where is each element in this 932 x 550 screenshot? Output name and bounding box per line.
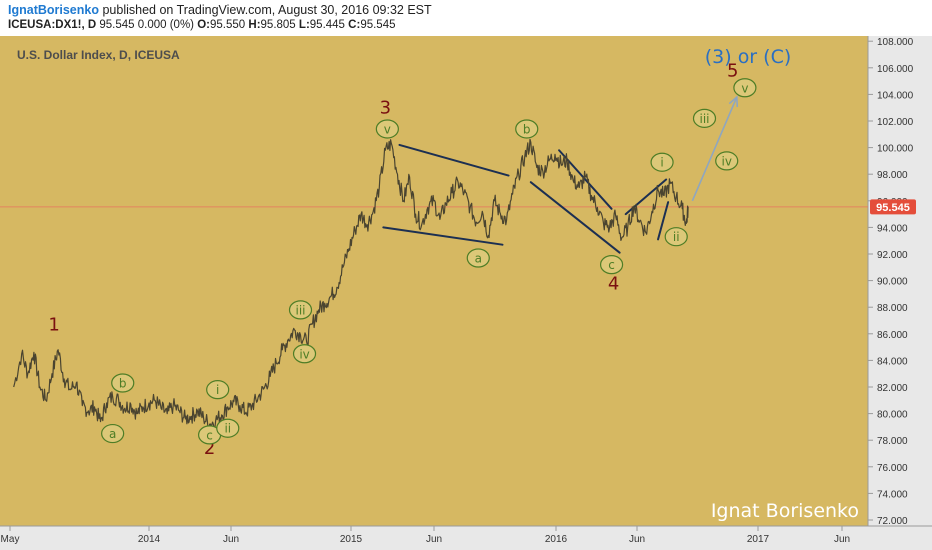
trend-line [382,226,504,246]
price-axis-panel [868,36,932,526]
wave-label-minor-text: a [475,251,482,265]
wave-label-major: 1 [48,314,59,335]
price-tick-label: 104.000 [877,90,914,101]
wave-label-major: 2 [204,438,215,459]
symbol-line: ICEUSA:DX1!, D 95.545 0.000 (0%) O:95.55… [8,19,396,31]
watermark: Ignat Borisenko [711,500,859,522]
time-tick-label: Jun [426,534,442,545]
price-tick-label: 72.000 [877,516,908,527]
wave-label-minor-circle [292,344,317,364]
wave-label-minor-text: i [216,383,219,397]
time-tick-label: Jun [834,534,850,545]
wave-label-minor-circle [288,300,313,320]
price-chart[interactable]: 72.000 74.000 76.000 78.000 80.000 82.000 84.0… [0,36,932,550]
projection-arrow [691,95,739,202]
wave-label-major: 5 [727,60,738,81]
symbol: ICEUSA:DX1!, D [8,19,97,31]
wave-label-minor-circle [216,418,240,438]
price-tick-label: 74.000 [877,489,908,500]
price-tick-label: 102.000 [877,117,914,128]
last-price-badge-text: 95.545 [876,202,910,214]
wave-label-minor-text: b [119,377,127,391]
trend-line [558,149,613,210]
wave-label-minor-circle [599,255,624,275]
chart-background [0,36,932,550]
time-tick-label: 2015 [340,534,363,545]
wave-label-minor-text: a [109,427,116,441]
wave-label-minor-text: c [608,258,615,272]
chart-title: U.S. Dollar Index, D, ICEUSA [17,48,180,62]
wave-label-minor-circle [375,119,399,139]
wave-label-minor-text: ii [673,230,680,244]
price-tick-label: 80.000 [877,410,908,421]
wave-label-minor-circle [101,423,125,444]
price-tick-label: 82.000 [877,383,908,394]
time-tick-label: 2016 [545,534,568,545]
price-tick-label: 90.000 [877,277,908,288]
publish-line: IgnatBorisenko published on TradingView.… [8,3,432,17]
wave-label-minor-text: b [523,122,531,136]
close-value: 95.545 [360,19,396,31]
price-tick-label: 100.000 [877,144,914,155]
price-tick-label: 94.000 [877,223,908,234]
projection-arrow-shaft [691,96,738,202]
wave-label-minor-text: ii [224,422,231,436]
last-price: 95.545 0.000 (0%) [99,19,195,31]
price-tick-label: 98.000 [877,170,908,181]
low-value: 95.445 [309,19,345,31]
published-text: published on TradingView.com, August 30,… [99,3,432,17]
wave-label-minor-circle [692,108,717,128]
wave-label-minor-circle [715,151,739,171]
wave-label-minor-text: i [660,156,663,170]
author-link[interactable]: IgnatBorisenko [8,3,99,17]
wave-label-minor-circle [111,373,135,393]
projection-arrowhead [728,95,739,108]
time-tick-label: Jun [223,534,239,545]
price-tick-label: 78.000 [877,436,908,447]
trend-line [657,201,670,241]
price-tick-label: 88.000 [877,303,908,314]
wave-label-minor-circle [733,78,757,98]
trend-line [529,181,621,254]
wave-label-minor-text: iv [299,347,309,361]
wave-label-major: 3 [380,98,391,119]
wave-label-minor-circle [466,248,490,268]
time-tick-label: 2017 [747,534,770,545]
wave-label-minor-text: v [384,122,391,136]
wave-label-minor-text: c [206,428,213,442]
last-price-badge [870,199,916,215]
price-tick-label: 84.000 [877,356,908,367]
wave-label-minor-circle [515,119,539,139]
wave-label-minor-circle [664,227,688,247]
wave-label-minor-text: iv [722,154,732,168]
time-tick-label: 2014 [138,534,161,545]
time-axis-ticks: May 2014 Jun 2015 Jun 2016 Jun 2017 Jun [1,526,850,545]
time-tick-label: May [1,534,20,545]
low-label: L: [298,19,310,31]
wave-label-minor-text: iii [295,303,305,317]
wave-label-minor-text: v [741,81,748,95]
price-series-line [13,138,689,430]
open-value: 95.550 [210,19,246,31]
price-tick-label: 76.000 [877,463,908,474]
high-label: H: [248,19,261,31]
wave-label-minor-circle [650,152,674,172]
price-tick-label: 108.000 [877,37,914,48]
time-tick-label: Jun [629,534,645,545]
close-label: C: [348,19,361,31]
wave-label-minor-text: iii [699,112,709,126]
price-tick-label: 86.000 [877,330,908,341]
publish-header: IgnatBorisenko published on TradingView.… [0,0,932,36]
price-tick-label: 92.000 [877,250,908,261]
open-label: O: [197,19,210,31]
projection-label: (3) or (C) [705,46,792,68]
time-axis-panel [0,526,932,550]
high-value: 95.805 [260,19,296,31]
trend-line [398,143,510,177]
price-tick-label: 106.000 [877,64,914,75]
wave-label-major: 4 [608,273,619,294]
wave-label-minor-circle [206,380,230,400]
